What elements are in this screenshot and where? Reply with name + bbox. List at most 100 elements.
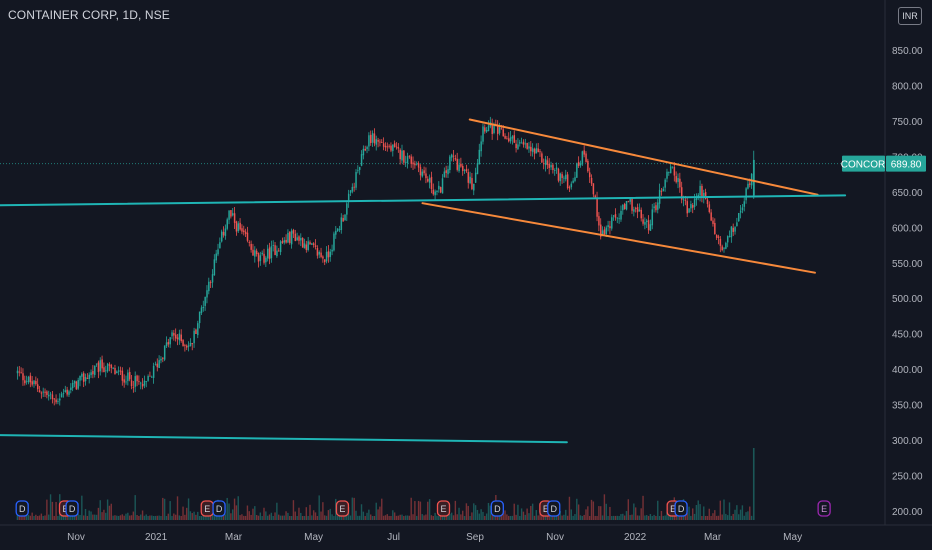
candle-body — [31, 381, 33, 385]
volume-bar — [500, 513, 503, 520]
volume-bar — [544, 515, 547, 520]
candle-body — [443, 171, 446, 178]
volume-bar — [432, 515, 434, 520]
candle-body — [520, 142, 523, 144]
volume-bar — [605, 503, 607, 520]
candle-body — [416, 163, 418, 165]
volume-bar — [399, 514, 401, 520]
volume-bar — [261, 515, 263, 520]
volume-bar — [528, 513, 530, 520]
candle-body — [723, 247, 725, 249]
volume-bar — [90, 511, 92, 520]
candle-body — [189, 342, 192, 346]
earnings-badge — [436, 500, 451, 517]
symbol-title: CONTAINER CORP, 1D, NSE — [8, 8, 170, 22]
candle-body — [513, 135, 516, 143]
candle-body — [695, 196, 698, 200]
candle-body — [362, 148, 365, 156]
volume-bar — [329, 508, 331, 520]
volume-bar — [312, 510, 315, 520]
candle-body — [607, 225, 609, 228]
volume-bar — [460, 514, 462, 520]
candle-body — [646, 220, 648, 222]
volume-bar — [703, 506, 705, 520]
volume-bar — [141, 510, 144, 520]
volume-bar — [57, 516, 59, 520]
volume-bar — [588, 515, 591, 520]
volume-bar — [596, 515, 598, 520]
candle-body — [577, 161, 580, 166]
volume-bar — [576, 498, 578, 520]
candle-body — [662, 188, 665, 192]
volume-bar — [471, 512, 473, 520]
candle-body — [301, 237, 304, 248]
candle-body — [717, 236, 720, 238]
candle-body — [605, 227, 608, 235]
candle-body — [353, 186, 355, 188]
volume-bar — [237, 496, 239, 520]
volume-bar — [611, 515, 613, 520]
candle-body — [594, 195, 596, 198]
candle-body — [355, 172, 357, 188]
currency-button[interactable]: INR — [898, 7, 922, 25]
candle-body — [736, 222, 738, 226]
candle-body — [622, 204, 624, 211]
candle-body — [128, 371, 131, 380]
volume-bar — [27, 514, 30, 520]
candle-body — [114, 368, 116, 375]
volume-bar — [403, 515, 405, 520]
candle-body — [463, 170, 466, 172]
volume-bar — [607, 515, 609, 520]
candle-body — [745, 188, 747, 201]
price-tick-label: 550.00 — [892, 259, 923, 270]
volume-bar — [697, 500, 699, 520]
candle-body — [211, 274, 214, 283]
volume-bar — [478, 513, 480, 520]
candle-body — [522, 141, 525, 145]
volume-bar — [364, 515, 366, 520]
volume-bar — [484, 515, 486, 520]
volume-bar — [627, 499, 630, 520]
candle-body — [171, 332, 173, 337]
candle-body — [250, 243, 252, 250]
volume-bar — [388, 515, 390, 520]
candle-body — [427, 179, 429, 182]
ticker-label: CONCOR — [841, 160, 885, 171]
candle-body — [508, 138, 510, 142]
volume-bar — [531, 503, 534, 520]
candle-body — [97, 362, 100, 373]
volume-bar — [36, 515, 39, 520]
volume-bar — [174, 514, 177, 520]
volume-bar — [664, 515, 666, 520]
volume-bar — [577, 504, 580, 520]
dividend-badge — [547, 500, 561, 517]
event-markers: DEDEDEEDEDEDE — [15, 500, 831, 517]
volume-bar — [690, 515, 692, 520]
candle-body — [537, 148, 539, 152]
candle-body — [502, 129, 504, 137]
volume-bar — [204, 514, 206, 520]
volume-bar — [333, 515, 335, 520]
candle-body — [692, 205, 694, 208]
candle-body — [191, 343, 194, 345]
candle-body — [261, 252, 263, 255]
volume-bar — [127, 512, 129, 520]
dividend-badge — [15, 500, 29, 517]
volume-bar — [283, 515, 285, 520]
volume-bar — [287, 512, 289, 520]
candle-body — [167, 342, 170, 345]
candle-body — [638, 209, 641, 212]
time-tick-label: Nov — [546, 532, 564, 543]
candle-body — [119, 370, 122, 372]
support-lower — [0, 434, 568, 444]
candle-body — [187, 345, 190, 347]
candle-body — [215, 253, 217, 261]
candle-body — [478, 149, 481, 165]
volume-bar — [173, 513, 175, 520]
volume-bar — [327, 510, 330, 520]
volume-bar — [566, 515, 569, 520]
candle-body — [239, 222, 241, 230]
candle-body — [517, 144, 519, 149]
volume-bar — [371, 515, 374, 520]
